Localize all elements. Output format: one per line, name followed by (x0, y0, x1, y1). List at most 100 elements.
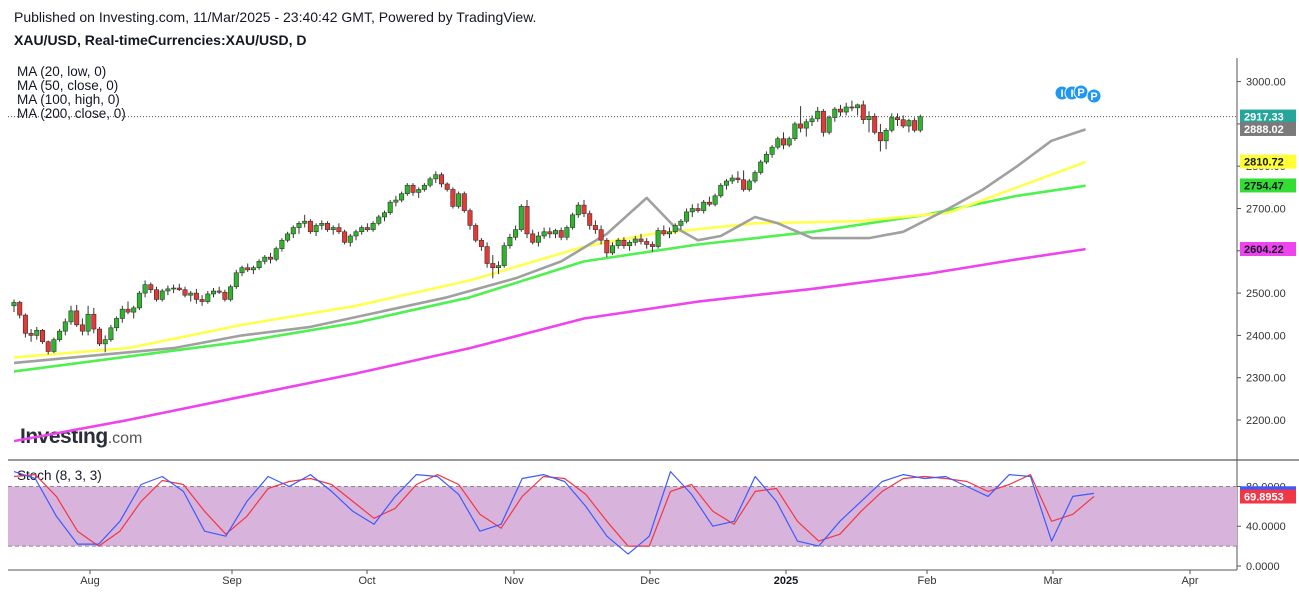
candle-up (273, 248, 279, 260)
legend-ma50[interactable]: MA (50, close, 0) (17, 78, 119, 93)
candle-down (74, 310, 80, 326)
price-label: 2604.22 (1244, 244, 1284, 256)
candle-up (250, 267, 256, 271)
candle-up (746, 180, 752, 190)
candle-up (159, 290, 165, 300)
candle-up (684, 211, 690, 222)
candle-down (17, 302, 23, 316)
candle-down (604, 239, 610, 254)
candle-up (815, 110, 821, 120)
candle-down (45, 341, 51, 352)
candle-up (142, 284, 148, 294)
candle-down (638, 238, 644, 242)
candle-up (302, 220, 308, 224)
candle-up (672, 225, 678, 233)
legend-ma100[interactable]: MA (100, high, 0) (17, 92, 120, 107)
candle-down (695, 208, 701, 211)
candle-down (410, 184, 416, 193)
candle-down (780, 138, 786, 146)
candle-down (894, 117, 900, 120)
price-label: 2810.72 (1244, 157, 1284, 169)
candle-down (222, 291, 228, 300)
candle-down (267, 256, 273, 260)
candle-up (575, 204, 581, 216)
candle-up (866, 115, 872, 120)
candle-up (188, 292, 194, 296)
candle-down (125, 308, 131, 313)
candle-down (649, 244, 655, 247)
candle-up (62, 321, 68, 332)
candle-up (832, 108, 838, 118)
candle-up (609, 245, 615, 254)
ma100-line (13, 184, 1086, 373)
candle-down (461, 193, 467, 211)
ma20-line (13, 128, 1087, 365)
candle-up (359, 227, 365, 233)
candle-down (182, 289, 188, 296)
candle-up (381, 212, 387, 218)
candle-down (307, 220, 313, 233)
price-tick-label: 2400.00 (1246, 330, 1286, 342)
logo-suffix: .com (107, 430, 143, 447)
event-badge-label: I (1060, 88, 1063, 100)
candle-up (285, 233, 291, 241)
candle-up (775, 138, 781, 148)
stoch-legend[interactable]: Stoch (8, 3, 3) (17, 468, 102, 483)
logo-main: Investing (20, 425, 108, 448)
candle-up (552, 230, 558, 235)
candle-down (79, 324, 85, 332)
candle-down (91, 313, 97, 330)
candle-down (39, 330, 45, 343)
time-tick-label: 2025 (774, 575, 798, 587)
candle-up (701, 201, 707, 211)
candle-up (501, 245, 507, 266)
candle-up (353, 231, 359, 237)
candle-down (592, 225, 598, 230)
stoch-band (8, 486, 1237, 547)
candle-down (587, 213, 593, 226)
candle-up (165, 288, 171, 292)
price-tick-label: 3000.00 (1246, 77, 1286, 89)
price-label-bg (1240, 242, 1296, 257)
candle-up (68, 310, 74, 323)
candle-up (228, 286, 234, 300)
candle-up (718, 184, 724, 197)
candle-up (906, 120, 912, 127)
candle-up (632, 238, 638, 243)
candle-down (581, 204, 587, 214)
candle-up (689, 208, 695, 213)
candle-down (877, 132, 883, 142)
candle-up (507, 236, 513, 247)
candle-up (296, 223, 302, 228)
candle-up (889, 117, 895, 131)
candle-up (843, 106, 849, 113)
stoch-tick-label: 0.0000 (1246, 561, 1280, 573)
candle-down (912, 120, 918, 131)
candle-up (290, 227, 296, 235)
candle-down (524, 206, 530, 235)
candle-down (148, 284, 154, 291)
candle-down (97, 328, 103, 345)
legend-ma20[interactable]: MA (20, low, 0) (17, 64, 107, 79)
candle-up (456, 193, 462, 207)
candle-up (627, 242, 633, 247)
candle-up (809, 118, 815, 123)
candle-up (233, 272, 239, 288)
event-badge-label: P (1077, 87, 1084, 99)
candle-down (154, 289, 160, 300)
candle-up (763, 154, 769, 163)
candle-down (245, 267, 251, 271)
candle-down (547, 231, 553, 235)
stoch-k-line (13, 471, 1095, 555)
stoch-d-label-bg (1240, 489, 1296, 504)
investing-logo: Investing.com (20, 425, 142, 449)
price-label-bg (1240, 109, 1296, 124)
candle-down (741, 179, 747, 190)
candle-down (621, 239, 627, 247)
price-label: 2888.02 (1244, 124, 1284, 136)
candle-up (239, 267, 245, 274)
candle-up (495, 265, 501, 269)
candle-down (661, 230, 667, 235)
price-tick-label: 2300.00 (1246, 373, 1286, 385)
